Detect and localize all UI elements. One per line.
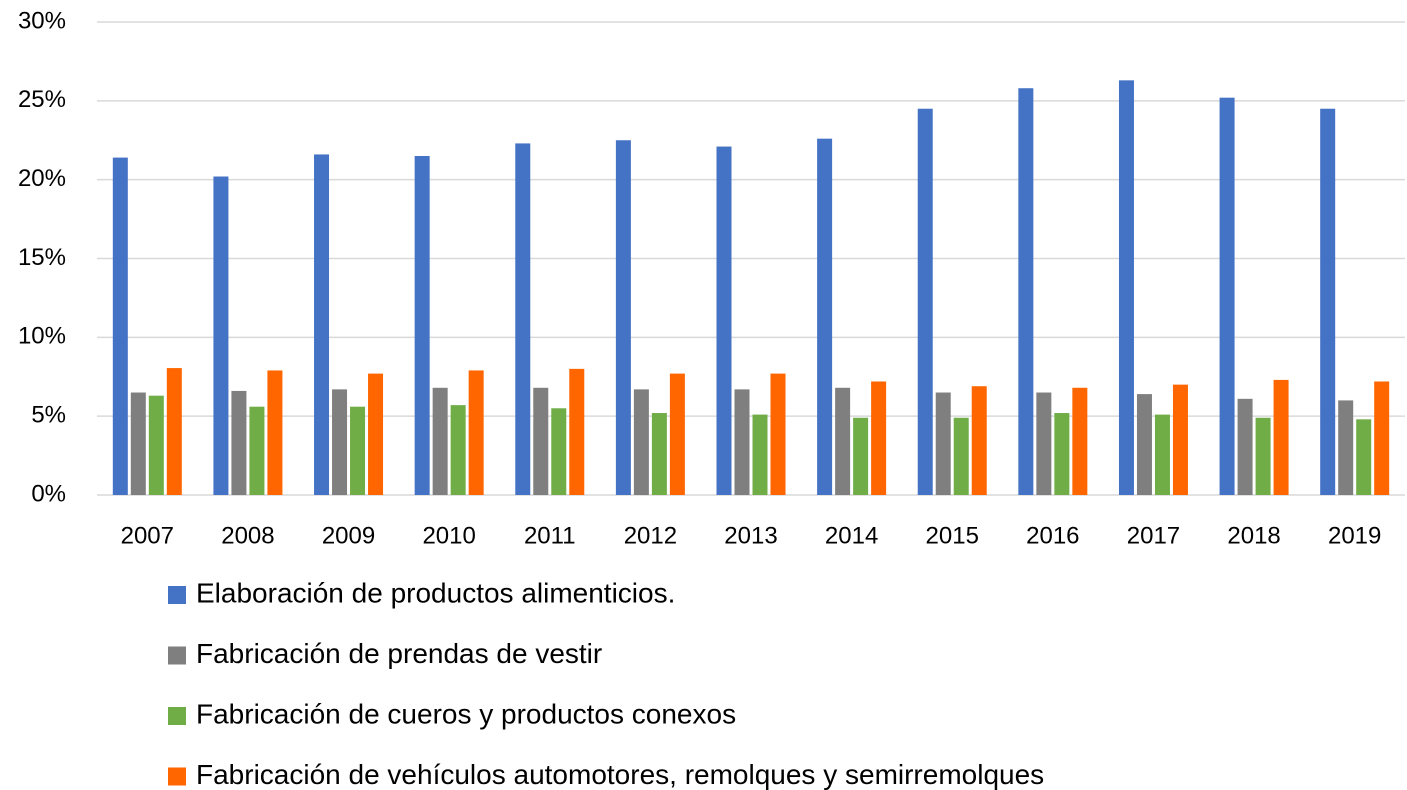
x-tick-label: 2007 (121, 522, 174, 549)
x-tick-label: 2015 (926, 522, 979, 549)
x-tick-label: 2019 (1328, 522, 1381, 549)
bar (166, 368, 182, 495)
x-tick-label: 2009 (322, 522, 375, 549)
bar (112, 157, 128, 496)
bar (734, 389, 750, 495)
y-tick-label: 30% (18, 7, 66, 34)
bar (368, 373, 384, 495)
legend-swatch (168, 586, 186, 604)
bar (314, 154, 330, 495)
bar (651, 413, 667, 495)
bar (835, 387, 851, 495)
legend-label: Elaboración de productos alimenticios. (196, 577, 675, 608)
legend-swatch (168, 646, 186, 665)
bar (533, 387, 549, 495)
bar (1320, 108, 1336, 495)
x-tick-label: 2014 (825, 522, 878, 549)
bar (551, 408, 567, 495)
bar (1237, 398, 1253, 495)
bar (953, 417, 969, 495)
legend-label: Fabricación de prendas de vestir (196, 638, 602, 669)
legend-label: Fabricación de cueros y productos conexo… (196, 698, 736, 729)
bar (515, 143, 531, 496)
x-tick-label: 2011 (524, 522, 576, 549)
bar (633, 389, 649, 495)
bar (148, 395, 164, 495)
bar (669, 373, 685, 495)
bar (130, 392, 146, 495)
y-tick-label: 5% (31, 402, 66, 429)
x-tick-label: 2018 (1227, 522, 1280, 549)
bar (935, 392, 951, 495)
bar (432, 387, 448, 495)
bar (716, 146, 732, 495)
bar (971, 386, 987, 495)
legend-label: Fabricación de vehículos automotores, re… (196, 759, 1044, 790)
bar (917, 108, 933, 495)
x-tick-label: 2012 (624, 522, 677, 549)
bar (213, 176, 229, 495)
bar (817, 138, 833, 495)
bar (871, 381, 887, 495)
x-tick-label: 2017 (1127, 522, 1180, 549)
bar (231, 390, 247, 495)
bar (1356, 419, 1372, 495)
bar (853, 417, 869, 495)
bar (1172, 384, 1188, 495)
legend-swatch (168, 707, 186, 725)
x-tick-label: 2008 (221, 522, 274, 549)
x-tick-label: 2010 (422, 522, 475, 549)
y-tick-label: 0% (31, 480, 66, 507)
bar (1072, 387, 1088, 495)
bar (770, 373, 786, 495)
bar (1036, 392, 1052, 495)
y-tick-label: 25% (18, 86, 66, 113)
bar (450, 405, 466, 495)
bar (249, 406, 265, 495)
bar (350, 406, 366, 495)
y-tick-label: 15% (18, 244, 66, 271)
bar (569, 368, 585, 495)
bar (332, 389, 348, 495)
bar (1273, 379, 1289, 495)
bar (1338, 400, 1354, 495)
legend-swatch (168, 767, 186, 786)
bar (468, 370, 484, 495)
bar (1255, 417, 1271, 495)
y-tick-label: 20% (18, 165, 66, 192)
bar (1154, 414, 1170, 495)
bar (267, 370, 283, 495)
y-tick-label: 10% (18, 323, 66, 350)
bar (1054, 413, 1070, 495)
bar (1219, 97, 1235, 496)
bar (1374, 381, 1390, 495)
x-tick-label: 2013 (724, 522, 777, 549)
bar (1136, 394, 1152, 495)
bar (1018, 88, 1034, 495)
x-tick-label: 2016 (1026, 522, 1079, 549)
bar (752, 414, 768, 495)
bar (1118, 80, 1134, 495)
bar (615, 140, 631, 495)
bar (414, 156, 430, 495)
